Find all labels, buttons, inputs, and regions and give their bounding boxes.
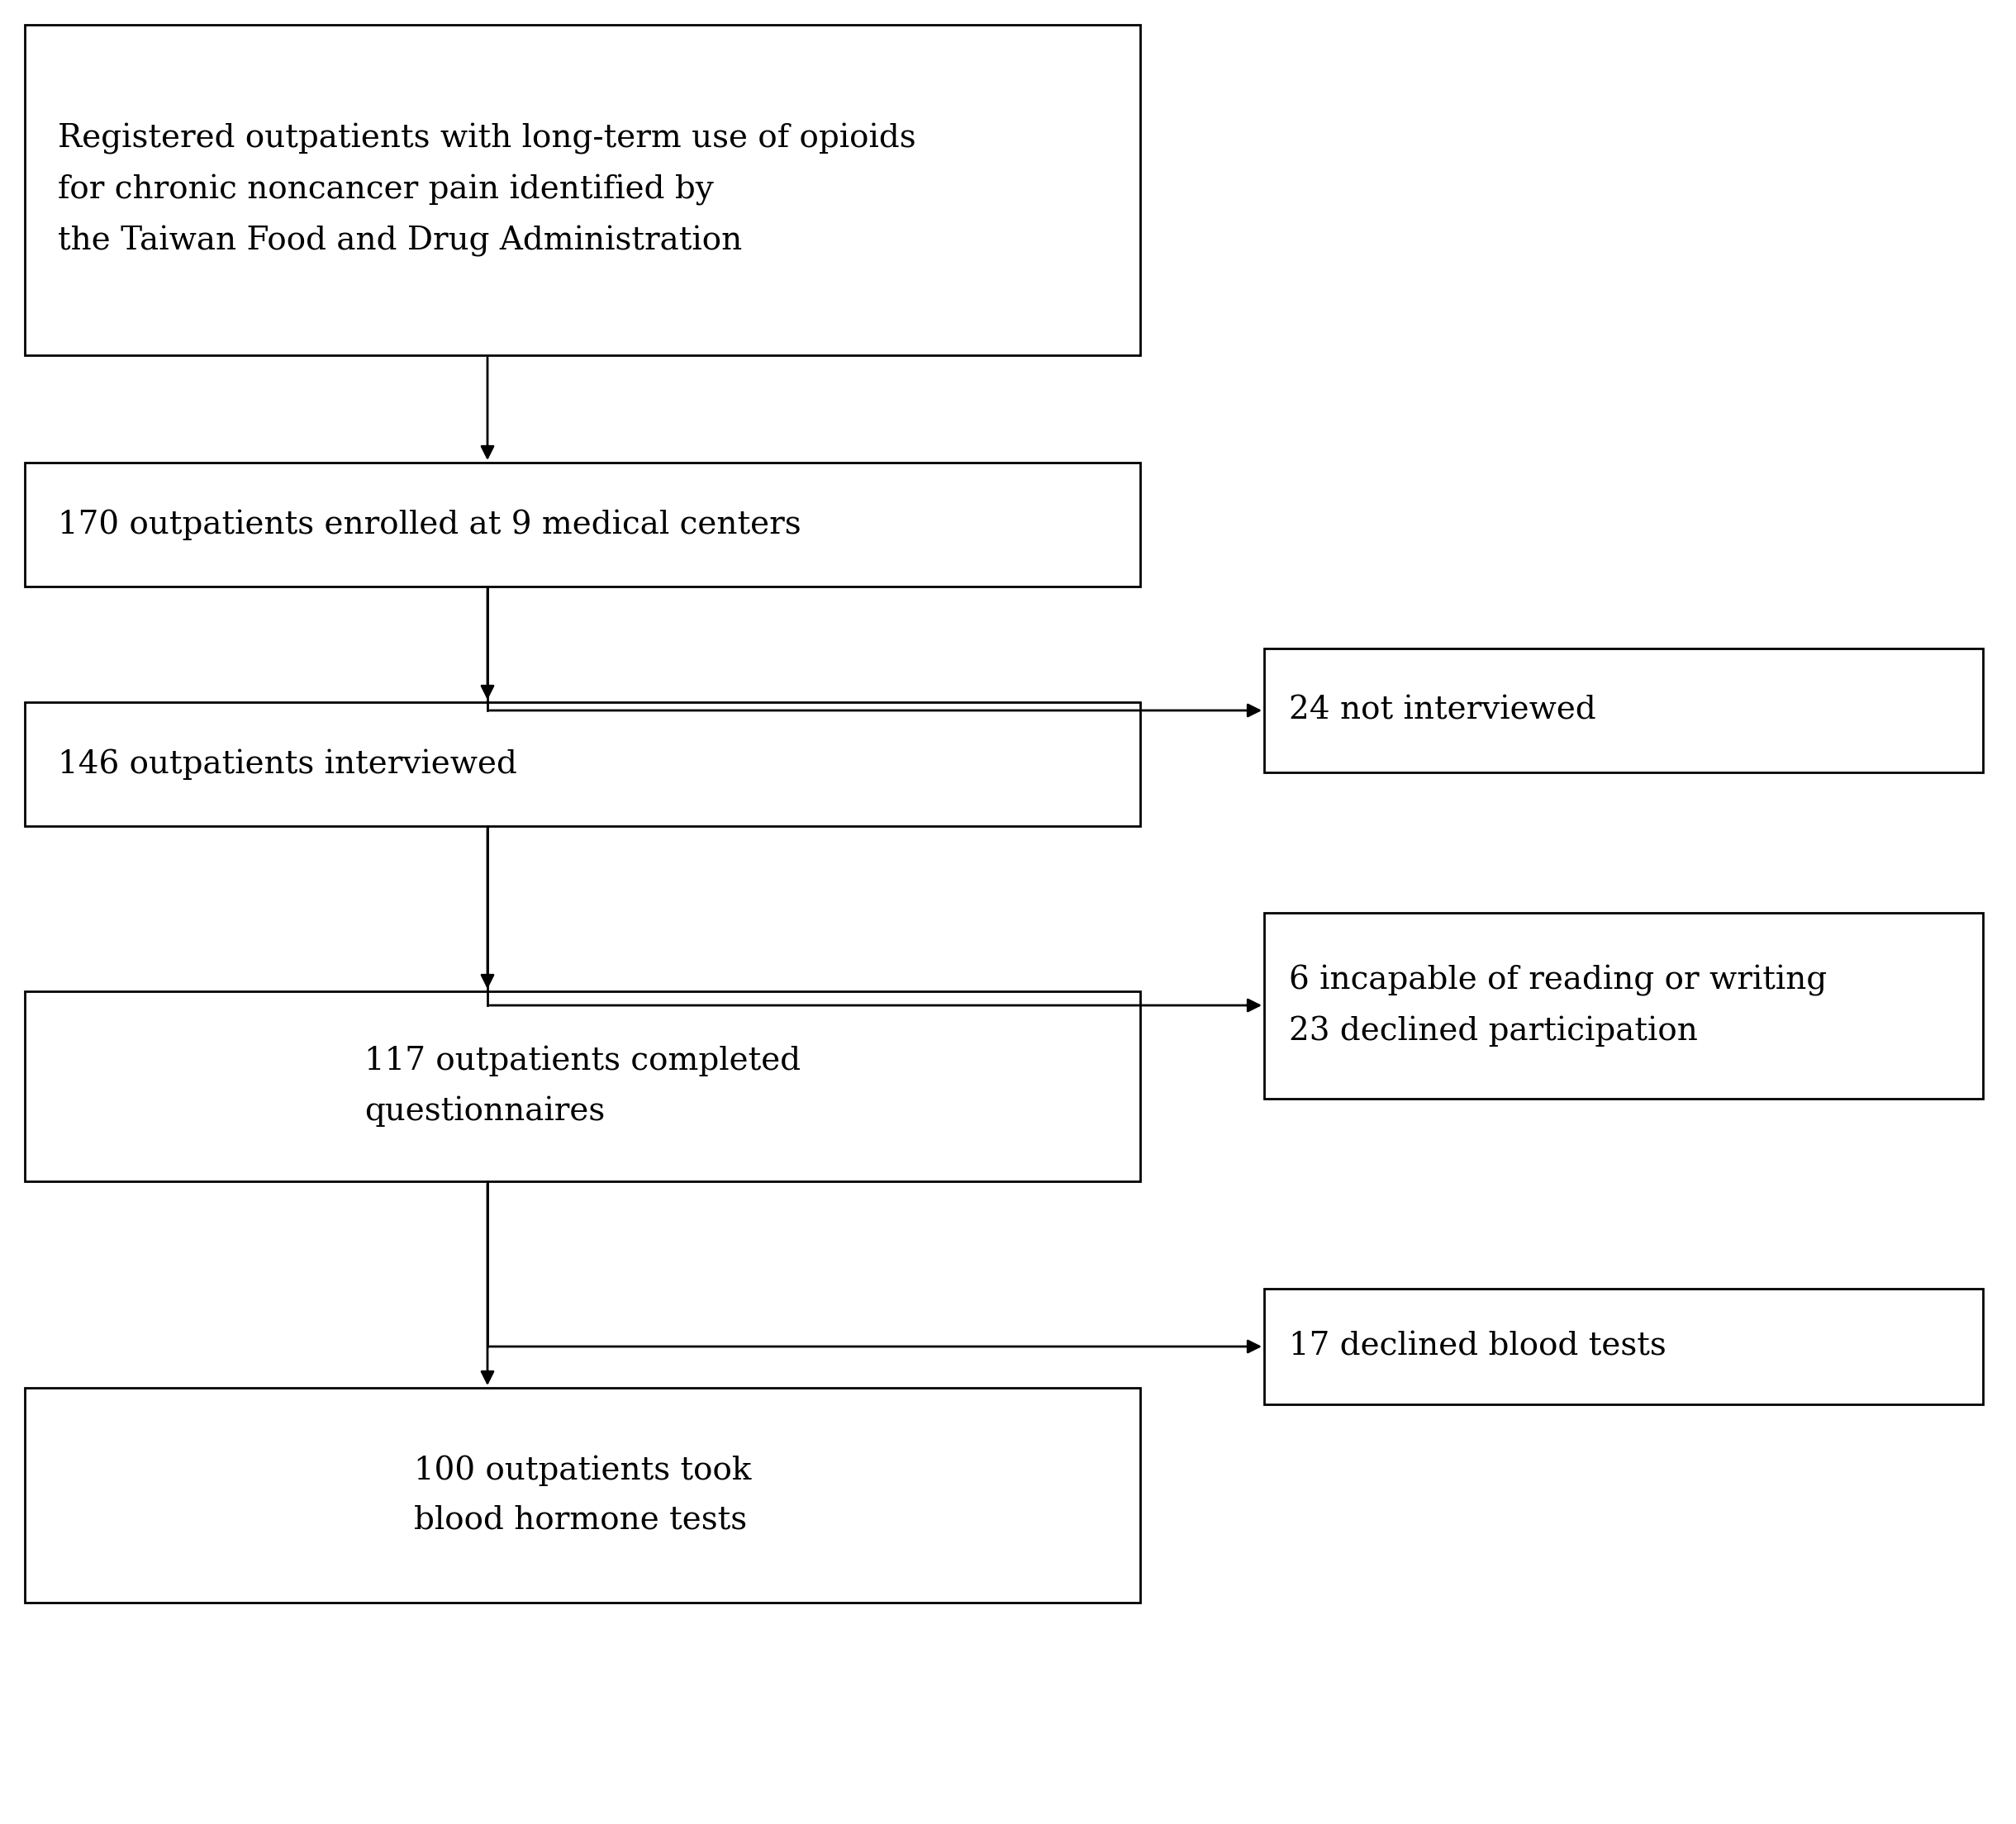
Text: Registered outpatients with long-term use of opioids
for chronic noncancer pain : Registered outpatients with long-term us… <box>58 124 915 257</box>
Bar <box>1264 912 1984 1098</box>
Bar <box>24 463 1141 587</box>
Bar <box>1264 1290 1984 1404</box>
Bar <box>24 1388 1141 1603</box>
Bar <box>24 26 1141 356</box>
Text: 100 outpatients took
blood hormone tests: 100 outpatients took blood hormone tests <box>413 1456 752 1536</box>
Bar <box>24 990 1141 1182</box>
Bar <box>1264 649 1984 772</box>
Text: 6 incapable of reading or writing
23 declined participation: 6 incapable of reading or writing 23 dec… <box>1288 965 1826 1047</box>
Text: 170 outpatients enrolled at 9 medical centers: 170 outpatients enrolled at 9 medical ce… <box>58 509 800 540</box>
Text: 17 declined blood tests: 17 declined blood tests <box>1288 1332 1667 1363</box>
Bar <box>24 702 1141 826</box>
Text: 117 outpatients completed
questionnaires: 117 outpatients completed questionnaires <box>365 1045 800 1127</box>
Text: 24 not interviewed: 24 not interviewed <box>1288 695 1597 726</box>
Text: 146 outpatients interviewed: 146 outpatients interviewed <box>58 748 518 779</box>
